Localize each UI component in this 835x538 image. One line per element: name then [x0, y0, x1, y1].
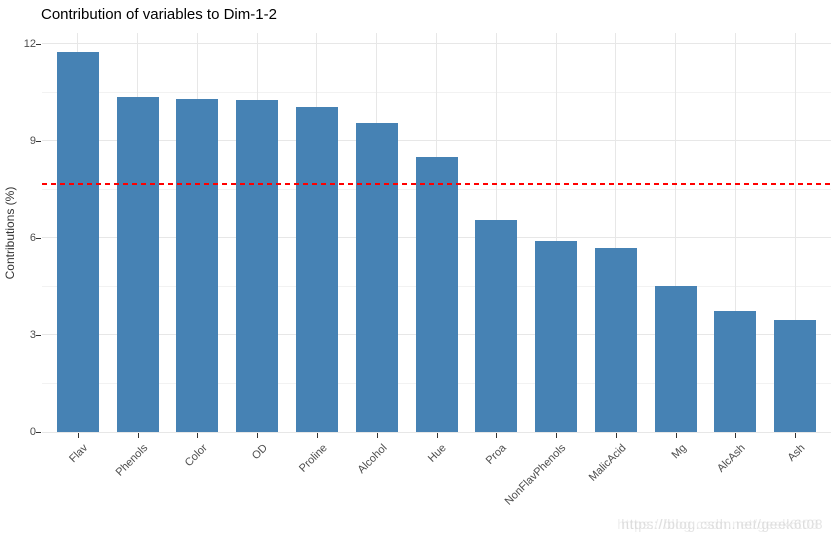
x-tick [556, 433, 557, 438]
reference-line [42, 183, 831, 185]
y-tick-label: 12 [23, 38, 36, 50]
x-tick [197, 433, 198, 438]
bar-od [236, 100, 278, 432]
plot-panel [42, 33, 831, 433]
x-tick-label: Hue [425, 442, 449, 465]
bar-proline [296, 107, 338, 432]
x-tick [257, 433, 258, 438]
watermark-shadow: https://blog.csdn.net/geek6t08 [617, 516, 819, 532]
y-tick-label: 3 [29, 329, 36, 341]
bar-malicacid [595, 248, 637, 432]
bar-hue [416, 157, 458, 432]
gridline-vertical [675, 33, 676, 432]
x-tick-label: Proa [483, 442, 509, 467]
x-tick [496, 433, 497, 438]
x-tick [437, 433, 438, 438]
chart-title: Contribution of variables to Dim-1-2 [41, 6, 277, 23]
gridline-vertical [735, 33, 736, 432]
gridline-vertical [556, 33, 557, 432]
bar-color [176, 99, 218, 432]
x-tick [78, 433, 79, 438]
y-tick-label: 9 [29, 135, 36, 147]
y-tick-label: 6 [29, 232, 36, 244]
gridline-major [42, 432, 831, 433]
x-tick-label: MalicAcid [586, 442, 629, 484]
bar-phenols [117, 97, 159, 432]
y-tick [36, 141, 41, 142]
x-tick [317, 433, 318, 438]
y-tick [36, 335, 41, 336]
x-tick-label: Phenols [113, 442, 151, 479]
x-tick-label: Mg [669, 442, 689, 462]
x-tick-label: Color [182, 442, 210, 470]
y-tick [36, 238, 41, 239]
y-tick [36, 44, 41, 45]
bar-ash [774, 320, 816, 432]
bar-alcash [714, 311, 756, 432]
bar-proa [475, 220, 517, 432]
x-tick [377, 433, 378, 438]
watermark: https://blog.csdn.net/geek6t08 [621, 516, 823, 532]
bar-alcohol [356, 123, 398, 432]
bar-nonflavphenols [535, 241, 577, 432]
y-tick [36, 432, 41, 433]
x-tick [616, 433, 617, 438]
x-tick [795, 433, 796, 438]
bar-mg [655, 286, 697, 432]
x-tick-label: Flav [67, 442, 91, 466]
bar-flav [57, 52, 99, 432]
x-tick-label: Ash [785, 442, 808, 464]
x-tick-label: OD [249, 442, 270, 463]
x-tick [676, 433, 677, 438]
gridline-vertical [615, 33, 616, 432]
x-tick-label: Proline [296, 442, 330, 475]
x-tick-label: Alcohol [355, 442, 390, 476]
y-tick-label: 0 [29, 426, 36, 438]
x-tick [138, 433, 139, 438]
x-tick-label: NonFlavPhenols [502, 442, 569, 508]
x-tick-label: AlcAsh [714, 442, 748, 475]
x-tick [735, 433, 736, 438]
gridline-vertical [795, 33, 796, 432]
